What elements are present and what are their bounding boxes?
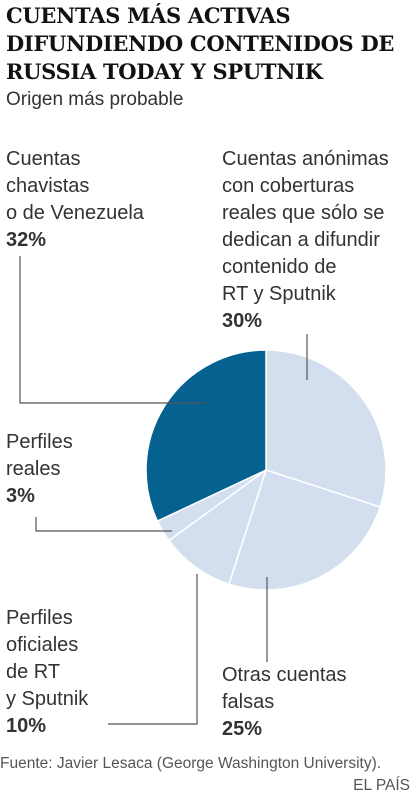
label-chavistas-value: 32% (6, 229, 47, 251)
label-oficiales-value: 10% (6, 715, 47, 737)
brand-logo-text: EL PAÍS (353, 777, 410, 794)
label-anonimas-value: 30% (222, 310, 263, 332)
label-anonimas: Cuentas anónimas con coberturas reales q… (222, 146, 389, 335)
label-reales-value: 3% (6, 485, 35, 507)
leader-chavistas (19, 256, 206, 404)
label-falsas-name: Otras cuentas falsas (222, 664, 347, 713)
label-reales: Perfiles reales 3% (6, 429, 73, 510)
label-oficiales: Perfiles oficiales de RT y Sputnik 10% (6, 605, 88, 740)
slice-otras-falsas (227, 469, 382, 591)
leader-reales (35, 517, 172, 532)
slice-anonimas (265, 349, 387, 509)
slice-oficiales (167, 468, 268, 586)
chart-subtitle: Origen más probable (6, 89, 184, 110)
label-falsas: Otras cuentas falsas 25% (222, 662, 347, 743)
label-falsas-value: 25% (222, 718, 263, 740)
leader-lines (19, 256, 308, 725)
label-chavistas-name: Cuentas chavistas o de Venezuela (6, 148, 144, 224)
chart-title: CUENTAS MÁS ACTIVAS DIFUNDIENDO CONTENID… (6, 3, 395, 84)
label-oficiales-name: Perfiles oficiales de RT y Sputnik (6, 607, 89, 710)
source-note: Fuente: Javier Lesaca (George Washington… (0, 755, 382, 772)
slice-chavistas (145, 349, 267, 523)
label-reales-name: Perfiles reales (6, 431, 73, 480)
leader-oficiales (108, 574, 198, 725)
label-chavistas: Cuentas chavistas o de Venezuela 32% (6, 146, 144, 254)
label-anonimas-name: Cuentas anónimas con coberturas reales q… (222, 148, 389, 305)
pie-slices (145, 349, 387, 591)
